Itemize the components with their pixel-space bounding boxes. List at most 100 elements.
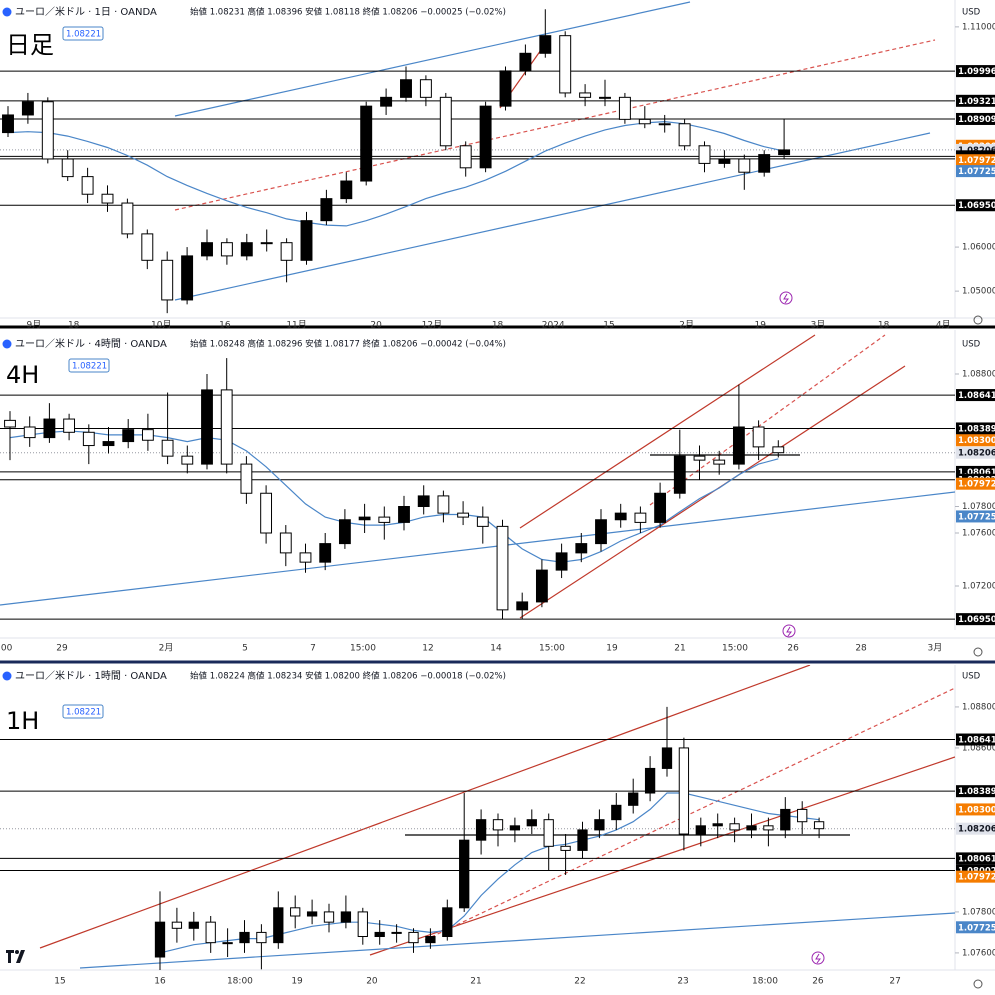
price-level-label: 1.08641: [958, 391, 995, 401]
candle-body: [713, 459, 726, 465]
drawings: [39, 665, 955, 969]
price-level-label-bg: [956, 165, 995, 178]
tradingview-logo: [6, 950, 25, 963]
candle-body: [595, 519, 607, 545]
candle-body: [280, 242, 293, 261]
candle-body: [398, 506, 410, 523]
candle-body: [340, 911, 352, 923]
candle-body: [599, 96, 611, 99]
x-tick-label: 11月: [286, 320, 306, 331]
x-tick-label: 18:00: [752, 977, 778, 987]
candle-body: [260, 242, 273, 245]
candle-body: [220, 389, 233, 465]
price-level-label-bg: [956, 446, 995, 459]
moving-average: [159, 792, 820, 954]
candle-body: [611, 804, 622, 821]
y-tick-label: 1.08600: [962, 743, 995, 753]
x-tick-label: 2024: [542, 321, 565, 331]
candle-body: [205, 921, 216, 944]
candle-body: [535, 569, 548, 603]
price-level-label-bg: [956, 613, 995, 626]
candle-body: [618, 96, 631, 120]
candle-body: [102, 441, 115, 447]
price-level-label: 1.08206: [958, 449, 995, 459]
x-tick-label: 16: [154, 977, 166, 987]
price-level-label-bg: [956, 822, 995, 835]
candle-body: [658, 123, 671, 126]
currency-label: USD: [962, 8, 981, 18]
price-level-label: 1.07725: [958, 923, 995, 933]
x-tick-label: 2月: [159, 643, 174, 654]
candle-body: [678, 747, 690, 835]
timeframe-box: [0, 25, 62, 65]
candle-body: [746, 825, 757, 831]
price-badge-bg: [62, 26, 104, 41]
x-tick-label: 15: [54, 977, 65, 987]
x-tick-label: 3月: [811, 320, 826, 331]
settings-icon[interactable]: [973, 315, 983, 989]
y-tick-label: 1.07600: [962, 948, 995, 958]
price-level-label: 1.07972: [958, 480, 995, 490]
plot-area: [0, 358, 955, 620]
candle-body: [459, 145, 472, 169]
candle-body: [319, 543, 332, 563]
candle-body: [220, 242, 233, 257]
candle-body: [579, 92, 592, 98]
trend-line: [0, 491, 955, 606]
x-tick-label: :00: [0, 644, 13, 654]
candle-body: [408, 931, 419, 944]
candle-body: [43, 418, 56, 439]
x-tick-label: 4月: [936, 320, 951, 331]
candle-body: [141, 233, 154, 261]
candle-body: [239, 931, 250, 944]
candle-body: [41, 101, 54, 160]
candle-body: [780, 808, 791, 831]
x-tick-label: 18: [492, 321, 504, 331]
x-tick-label: 2月: [679, 320, 694, 331]
price-badge-bg: [62, 704, 104, 719]
y-tick-label: 1.08800: [962, 702, 995, 712]
candle-body: [23, 426, 36, 439]
candle-body: [555, 552, 568, 571]
candle-body: [457, 512, 470, 518]
timeframe-box: [0, 357, 68, 393]
candle-body: [2, 114, 14, 134]
trend-line: [649, 334, 886, 506]
candle-body: [772, 446, 785, 454]
price-level-label-bg: [956, 803, 995, 816]
x-tick-label: 15:00: [350, 644, 376, 654]
timeframe-label: 4H: [6, 361, 39, 389]
candle-body: [638, 118, 651, 125]
x-tick-label: 23: [677, 977, 688, 987]
candle-body: [323, 911, 335, 923]
y-tick-label: 1.07800: [962, 502, 995, 512]
lightning-icon[interactable]: [779, 291, 825, 965]
candle-body: [519, 52, 532, 72]
x-tick-label: 12: [422, 644, 433, 654]
y-tick-label: 1.07600: [962, 529, 995, 539]
price-level-label-bg: [956, 477, 995, 490]
candle-body: [338, 519, 351, 545]
price-level-label: 1.08389: [958, 787, 995, 797]
candle-body: [306, 911, 318, 917]
y-tick-label: 1.11000: [962, 22, 995, 32]
price-level-label: 1.08206: [958, 825, 995, 835]
candle-body: [634, 512, 647, 523]
price-level-label: 1.06950: [958, 615, 995, 625]
x-tick-label: 18: [878, 321, 890, 331]
price-level-label: 1.07972: [958, 156, 995, 166]
symbol-icon: [2, 671, 12, 681]
price-level-label: 1.07725: [958, 167, 995, 177]
candle-body: [260, 492, 273, 534]
candle-body: [290, 907, 301, 917]
price-level-label: 1.08641: [958, 736, 995, 746]
x-tick-label: 14: [490, 644, 502, 654]
candle-body: [360, 105, 373, 182]
candle-body: [543, 819, 554, 847]
ohlc-values: 始値 1.08231 高値 1.08396 安値 1.08118 終値 1.08…: [190, 7, 506, 18]
currency-label: USD: [962, 672, 981, 682]
x-tick-label: 20: [366, 977, 378, 987]
y-tick-label: 1.05000: [962, 287, 995, 297]
candle-body: [357, 911, 368, 938]
